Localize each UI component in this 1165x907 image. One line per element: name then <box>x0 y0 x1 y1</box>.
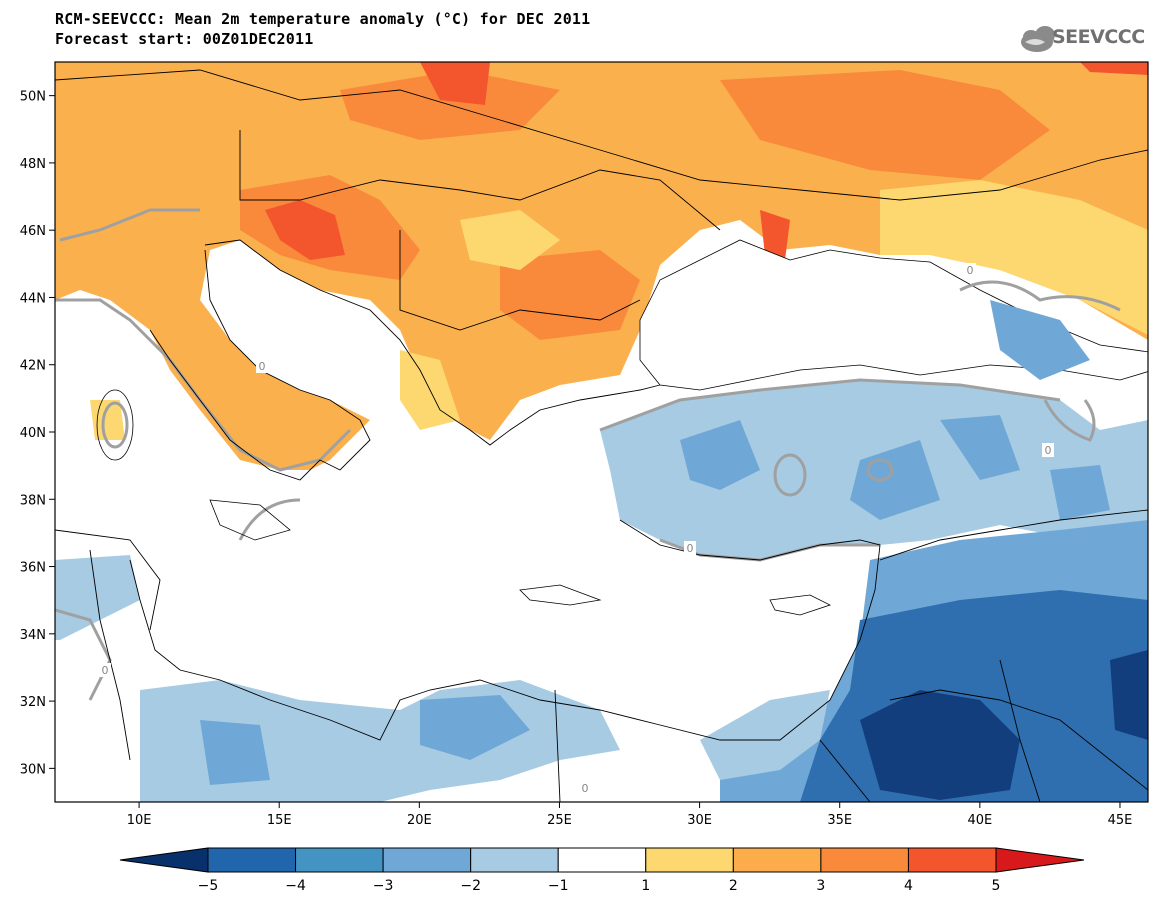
contour-label: 0 <box>102 664 109 677</box>
colorbar-label: −1 <box>548 878 569 894</box>
contour-label-bg <box>964 263 976 277</box>
cool-anomaly-tunisia <box>55 555 140 640</box>
colorbar-segment <box>382 847 472 873</box>
islands <box>96 389 832 616</box>
lat-tick-label: 42N <box>20 359 46 374</box>
colorbar-segment <box>645 847 734 873</box>
colorbar-label: 5 <box>992 878 1001 894</box>
lat-tick-label: 30N <box>20 762 46 777</box>
cloud-icon <box>1021 26 1055 52</box>
cool-mid-libya <box>200 695 530 785</box>
longitude-axis: 10E 15E 20E 25E 30E 35E 40E 45E <box>127 802 1133 828</box>
cool-darkest-levant <box>860 650 1148 800</box>
seevccc-logo-text: SEEVCCC <box>1052 26 1145 48</box>
contour-label-bg <box>684 541 696 555</box>
lat-tick-label: 40N <box>20 426 46 441</box>
colorbar: −5 −4 −3 −2 −1 1 2 3 4 5 <box>119 847 1085 894</box>
contour-label-bg <box>256 359 268 373</box>
lon-tick-label: 10E <box>127 813 152 828</box>
colorbar-arrow-high <box>995 847 1085 873</box>
forecast-start-label: Forecast start: 00Z01DEC2011 <box>55 30 314 48</box>
contour-label: 0 <box>967 264 974 277</box>
mild-warm-region <box>90 180 1148 440</box>
lat-tick-label: 48N <box>20 157 46 172</box>
lon-tick-label: 15E <box>267 813 292 828</box>
coastlines <box>55 69 1148 802</box>
warm-dark-region <box>240 70 1050 340</box>
colorbar-label: 1 <box>641 878 650 894</box>
colorbar-label: −3 <box>373 878 394 894</box>
colorbar-label: −4 <box>285 878 306 894</box>
map-field <box>55 62 1148 802</box>
lon-tick-label: 25E <box>547 813 572 828</box>
lon-tick-label: 30E <box>687 813 712 828</box>
lat-tick-label: 38N <box>20 493 46 508</box>
colorbar-segment <box>295 847 384 873</box>
contour-label: 0 <box>1045 444 1052 457</box>
lon-tick-label: 40E <box>967 813 992 828</box>
colorbar-label: 2 <box>729 878 738 894</box>
colorbar-arrow-low <box>119 847 209 873</box>
lat-tick-label: 44N <box>20 291 46 306</box>
colorbar-label: −5 <box>198 878 219 894</box>
lat-tick-label: 46N <box>20 224 46 239</box>
colorbar-segment <box>820 847 909 873</box>
lat-tick-label: 50N <box>20 90 46 105</box>
colorbar-segment <box>557 847 647 873</box>
colorbar-segment <box>732 847 822 873</box>
contour-label-bg <box>1042 443 1054 457</box>
contour-label: 0 <box>687 542 694 555</box>
contour-label-bg <box>99 663 111 677</box>
colorbar-label: 3 <box>816 878 825 894</box>
cool-mid-turkey <box>680 300 1110 520</box>
lon-tick-label: 45E <box>1108 813 1133 828</box>
latitude-axis: 50N 48N 46N 44N 42N 40N 38N 36N 34N 32N 30N <box>20 90 55 777</box>
colorbar-label: 4 <box>904 878 913 894</box>
lat-tick-label: 34N <box>20 628 46 643</box>
contour-label: 0 <box>582 782 589 795</box>
lon-tick-label: 20E <box>407 813 432 828</box>
contour-label-bg <box>579 781 591 795</box>
contour-labels: 0 0 0 0 0 0 <box>99 263 1054 795</box>
colorbar-label: −2 <box>460 878 481 894</box>
contour-label: 0 <box>259 360 266 373</box>
colorbar-segment <box>470 847 559 873</box>
colorbar-segment <box>907 847 997 873</box>
cool-light-sinai <box>700 690 830 780</box>
lat-tick-label: 36N <box>20 561 46 576</box>
colorbar-segment <box>207 847 297 873</box>
lat-tick-label: 32N <box>20 695 46 710</box>
map-title: RCM-SEEVCCC: Mean 2m temperature anomaly… <box>55 10 591 28</box>
lon-tick-label: 35E <box>827 813 852 828</box>
